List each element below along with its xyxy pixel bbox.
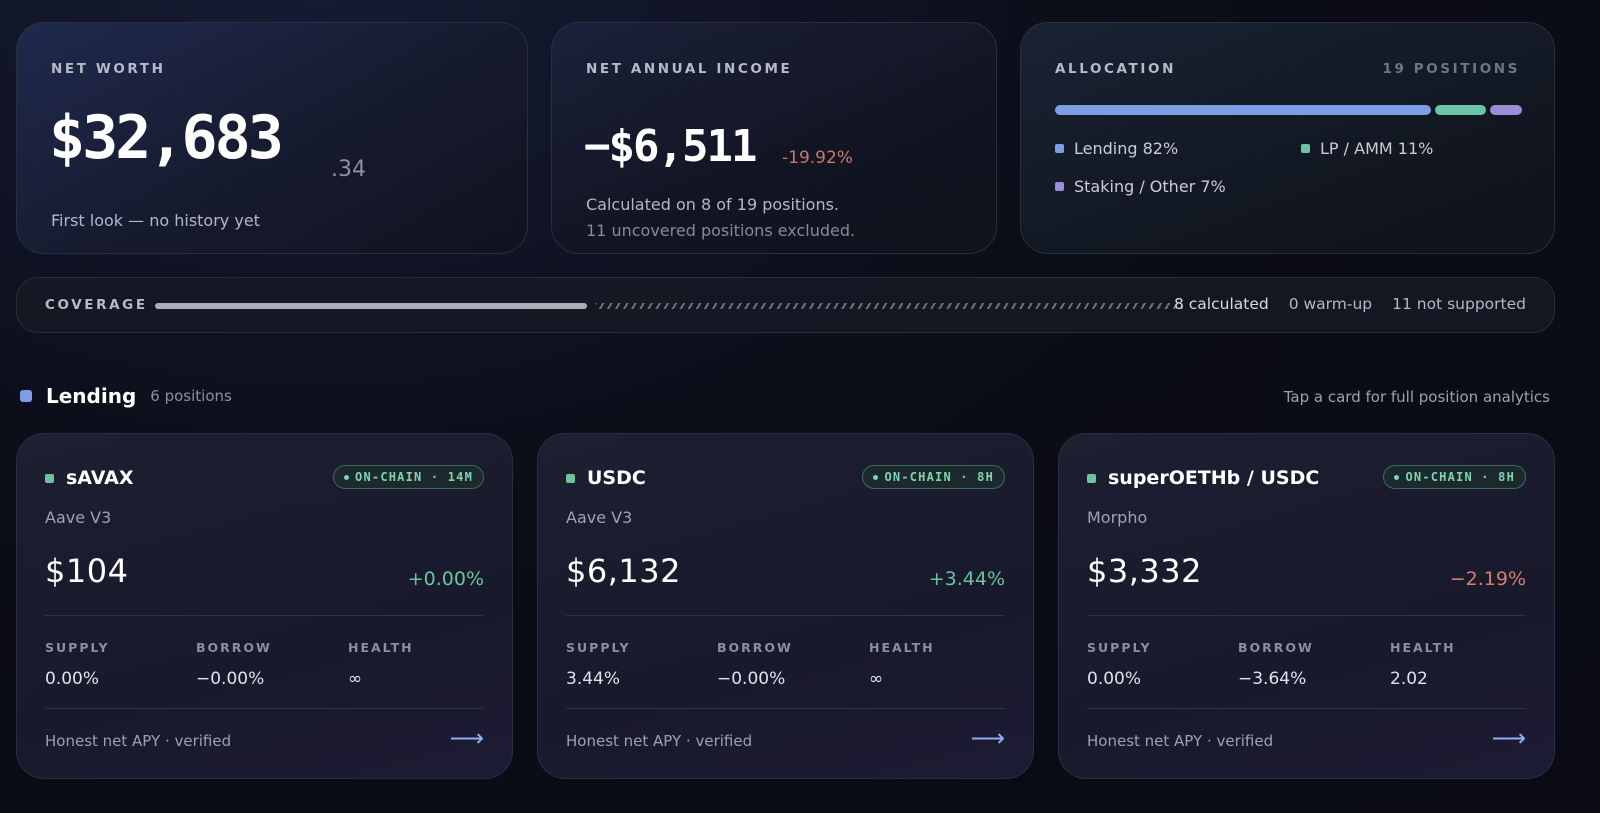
divider [566,615,1005,616]
tap-card-hint: Tap a card for full position analytics [1283,388,1550,406]
lending-section-header: Lending 6 positions [20,384,232,408]
position-footer: Honest net APY · verified [566,732,753,750]
coverage-stats: 8 calculated 0 warm-up 11 not supported [1174,295,1526,313]
legend-label: Lending 82% [1074,139,1179,158]
position-card-usdc[interactable]: USDC ON-CHAIN · 8H Aave V3 $6,132 +3.44%… [537,433,1034,779]
coverage-bar-panel: COVERAGE 8 calculated 0 warm-up 11 not s… [16,277,1555,333]
legend-swatch [1055,182,1064,191]
allocation-card: ALLOCATION 19 POSITIONS Lending 82% LP /… [1020,22,1555,254]
onchain-badge: ON-CHAIN · 8H [862,465,1005,489]
position-change: +3.44% [928,568,1005,590]
coverage-calculated-fill [155,303,587,309]
position-change: +0.00% [407,568,484,590]
divider [566,708,1005,709]
coverage-label: COVERAGE [45,297,148,313]
arrow-right-icon[interactable]: ⟶ [970,724,1005,752]
legend-label: Staking / Other 7% [1074,177,1226,196]
net-worth-note: First look — no history yet [51,211,260,230]
supply-stat: SUPPLY 0.00% [1087,640,1152,689]
legend-staking-other: Staking / Other 7% [1055,177,1226,196]
position-name: superOETHb / USDC [1087,467,1319,489]
status-dot-icon [45,473,54,483]
legend-swatch [1055,144,1064,153]
net-worth-value: $32,683 [49,103,284,173]
position-protocol: Morpho [1087,508,1148,527]
allocation-bar [1055,105,1522,115]
divider [45,708,484,709]
arrow-right-icon[interactable]: ⟶ [449,724,484,752]
divider [1087,615,1526,616]
legend-lp-amm: LP / AMM 11% [1301,139,1433,158]
net-income-excluded-note: 11 uncovered positions excluded. [586,221,856,240]
position-footer: Honest net APY · verified [1087,732,1274,750]
allocation-segment-lp-amm [1435,105,1486,115]
status-dot-icon [566,473,575,483]
position-change: −2.19% [1449,568,1526,590]
coverage-calculated: 8 calculated [1174,295,1269,313]
divider [45,615,484,616]
legend-swatch [1301,144,1310,153]
divider [1087,708,1526,709]
coverage-unsupported: 11 not supported [1392,295,1526,313]
lending-title: Lending [46,384,137,408]
net-income-note: Calculated on 8 of 19 positions. [586,195,839,214]
allocation-position-count: 19 POSITIONS [1382,61,1520,77]
net-income-card: NET ANNUAL INCOME −$6,511 -19.92% Calcul… [551,22,997,254]
borrow-stat: BORROW −0.00% [196,640,272,689]
borrow-stat: BORROW −3.64% [1238,640,1314,689]
onchain-badge: ON-CHAIN · 14M [333,465,484,489]
arrow-right-icon[interactable]: ⟶ [1491,724,1526,752]
legend-label: LP / AMM 11% [1320,139,1434,158]
position-value: $104 [45,552,129,590]
net-worth-card: NET WORTH $32,683 .34 First look — no hi… [16,22,528,254]
position-value: $3,332 [1087,552,1202,590]
net-worth-cents: .34 [331,157,366,182]
lending-dot-icon [20,390,32,402]
coverage-track [155,303,1183,309]
live-dot-icon [1394,474,1400,480]
net-income-change: -19.92% [782,148,853,168]
position-name: sAVAX [45,467,134,489]
supply-stat: SUPPLY 3.44% [566,640,631,689]
allocation-segment-lending [1055,105,1432,115]
lending-count: 6 positions [150,387,232,405]
position-name: USDC [566,467,646,489]
coverage-unsupported-fill [594,303,1183,309]
net-income-value: −$6,511 [584,121,757,172]
position-card-savax[interactable]: sAVAX ON-CHAIN · 14M Aave V3 $104 +0.00%… [16,433,513,779]
legend-lending: Lending 82% [1055,139,1178,158]
supply-stat: SUPPLY 0.00% [45,640,110,689]
position-protocol: Aave V3 [566,508,633,527]
allocation-label: ALLOCATION [1055,61,1176,77]
onchain-badge: ON-CHAIN · 8H [1383,465,1526,489]
health-stat: HEALTH ∞ [348,640,414,689]
position-card-superoethb-usdc[interactable]: superOETHb / USDC ON-CHAIN · 8H Morpho $… [1058,433,1555,779]
health-stat: HEALTH ∞ [869,640,935,689]
health-stat: HEALTH 2.02 [1390,640,1456,689]
net-worth-label: NET WORTH [51,61,166,77]
live-dot-icon [873,474,879,480]
coverage-warmup: 0 warm-up [1288,295,1373,313]
live-dot-icon [344,474,350,480]
status-dot-icon [1087,473,1096,483]
position-value: $6,132 [566,552,681,590]
net-income-label: NET ANNUAL INCOME [586,61,793,77]
position-protocol: Aave V3 [45,508,112,527]
allocation-segment-staking-other [1489,105,1522,115]
borrow-stat: BORROW −0.00% [717,640,793,689]
position-footer: Honest net APY · verified [45,732,232,750]
